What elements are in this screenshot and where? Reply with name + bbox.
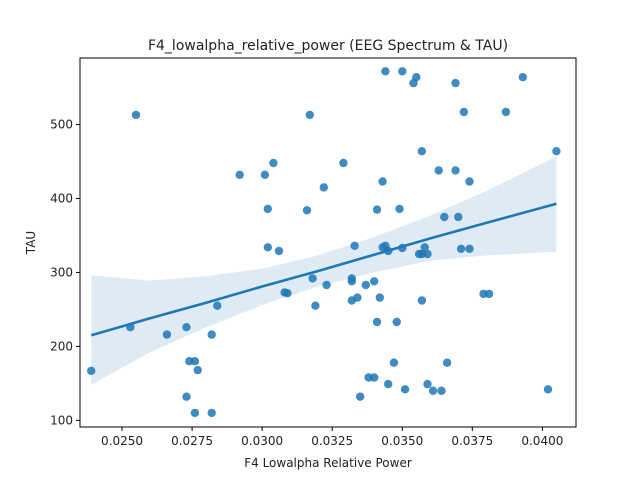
data-point [361, 280, 370, 290]
data-point [437, 386, 446, 395]
x-tick-label: 0.0400 [521, 434, 563, 448]
data-point [87, 366, 96, 375]
data-point [501, 107, 511, 117]
data-point [269, 158, 278, 168]
data-point [190, 408, 200, 418]
data-point [392, 317, 401, 327]
data-point [484, 289, 494, 299]
data-point [347, 274, 356, 283]
data-point [398, 67, 407, 76]
data-point [442, 358, 452, 367]
data-point [417, 147, 427, 156]
data-point [434, 166, 443, 175]
data-point [389, 358, 399, 367]
data-point [370, 277, 379, 286]
data-point [308, 274, 317, 283]
data-point [182, 392, 191, 401]
data-point [456, 244, 466, 253]
y-tick-label: 500 [50, 118, 73, 132]
y-tick-label: 200 [50, 339, 73, 353]
data-point [440, 212, 449, 222]
data-point [182, 323, 191, 332]
data-point [375, 293, 384, 302]
data-point [350, 241, 359, 250]
x-tick-label: 0.0375 [451, 434, 493, 448]
data-point [381, 67, 390, 76]
chart-title: F4_lowalpha_relative_power (EEG Spectrum… [148, 38, 508, 54]
data-point [451, 78, 460, 88]
data-point [274, 246, 284, 256]
x-tick-label: 0.0275 [171, 434, 213, 448]
data-point [263, 243, 272, 252]
data-point [190, 357, 200, 366]
data-point [283, 289, 292, 298]
data-point [454, 212, 463, 222]
data-point [428, 386, 438, 395]
data-point [412, 73, 421, 82]
data-point [465, 244, 474, 253]
data-point [518, 73, 527, 82]
data-point [193, 365, 202, 375]
y-tick-label: 300 [50, 265, 73, 279]
data-point [378, 177, 387, 186]
y-axis-title: TAU [24, 231, 38, 255]
data-point [423, 379, 432, 389]
x-tick-label: 0.0300 [241, 434, 283, 448]
data-point [207, 408, 216, 418]
regression-line [90, 202, 557, 337]
data-point [465, 177, 474, 186]
data-point [459, 107, 469, 117]
axes-frame [79, 57, 577, 428]
data-point [372, 317, 382, 327]
x-tick-label: 0.0350 [381, 434, 423, 448]
data-point [370, 373, 379, 382]
data-point [451, 166, 460, 175]
data-point [339, 158, 348, 168]
x-tick-label: 0.0250 [101, 434, 143, 448]
data-point [302, 206, 312, 215]
y-tick-label: 100 [50, 413, 73, 427]
data-point [235, 170, 244, 179]
data-point [372, 205, 382, 214]
data-point [353, 293, 362, 302]
data-point [384, 379, 393, 389]
data-point [131, 110, 141, 120]
data-point [420, 243, 429, 252]
data-point [311, 301, 320, 310]
data-point [543, 385, 553, 394]
data-point [207, 330, 216, 339]
x-axis: 0.0250 0.0275 0.0300 0.0325 0.0350 0.0375 0.04… [101, 427, 563, 448]
data-point [552, 147, 561, 156]
data-point [400, 385, 410, 394]
data-point [395, 204, 404, 214]
data-point [162, 330, 172, 339]
data-point [322, 280, 331, 290]
data-point [417, 296, 427, 305]
y-axis: 100 200 300 400 500 [50, 118, 80, 427]
x-axis-title: F4 Lowalpha Relative Power [244, 456, 412, 470]
data-point [319, 183, 328, 192]
data-point [213, 301, 222, 310]
data-point [305, 110, 314, 120]
data-point [260, 170, 270, 179]
y-tick-label: 400 [50, 192, 73, 206]
data-point [356, 392, 365, 401]
data-point [263, 204, 272, 214]
x-tick-label: 0.0325 [311, 434, 353, 448]
plot-area [87, 67, 561, 418]
data-point [423, 249, 432, 259]
